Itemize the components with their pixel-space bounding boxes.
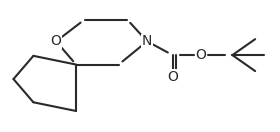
Text: O: O	[167, 70, 178, 84]
Text: N: N	[142, 34, 152, 48]
Text: O: O	[51, 34, 62, 48]
Text: O: O	[196, 48, 207, 62]
